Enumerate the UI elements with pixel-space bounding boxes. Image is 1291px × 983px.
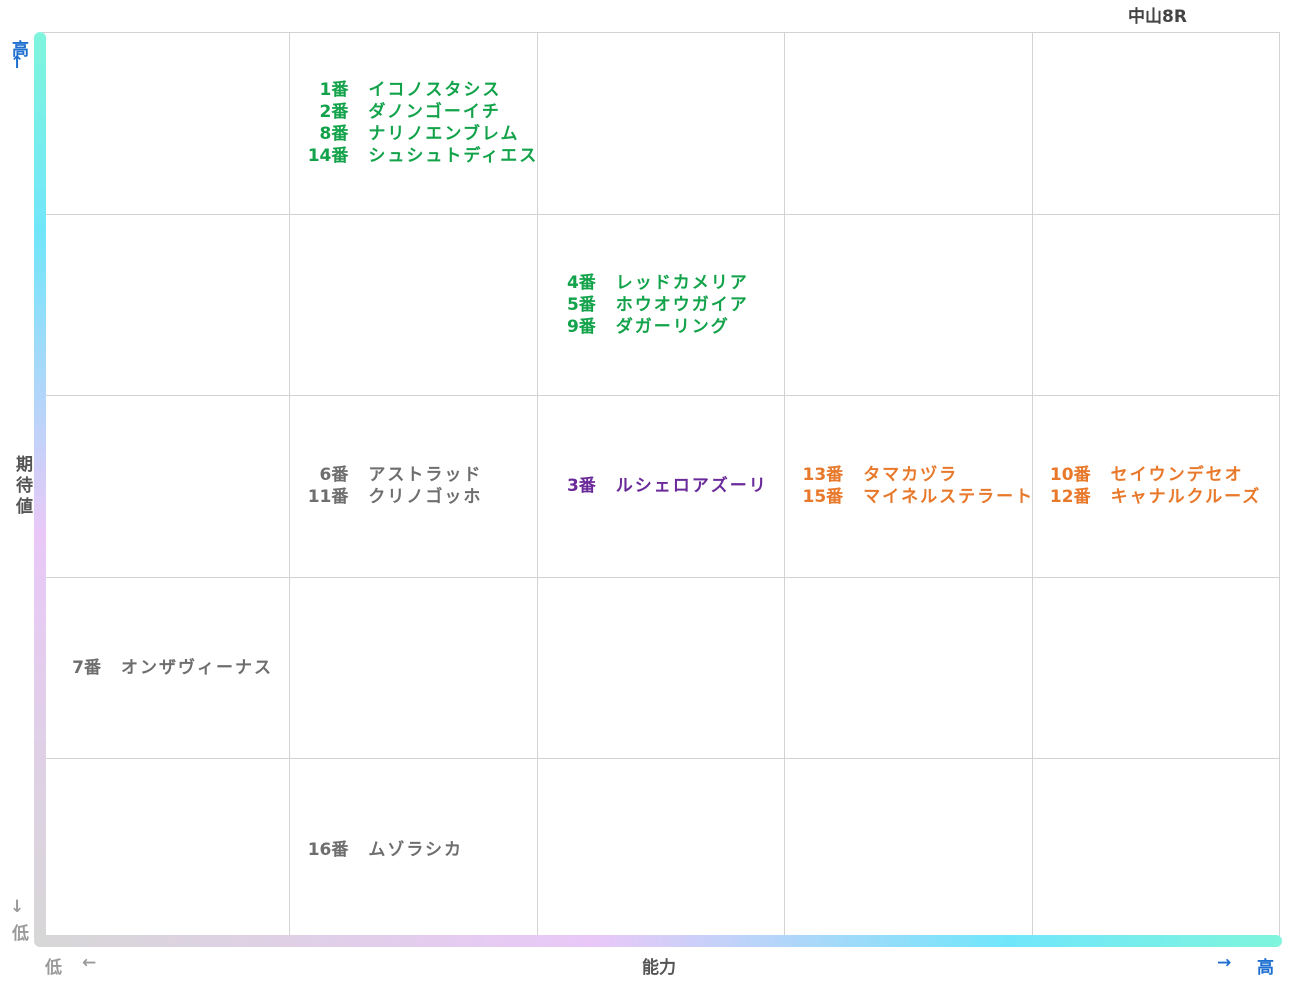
horse-name: ダガーリング: [615, 316, 730, 337]
race-title: 中山8R: [1128, 7, 1187, 27]
horse-number: 12番: [1049, 487, 1091, 508]
horse-number: 8番: [319, 124, 349, 145]
horse-entry: 1番 イコノスタシス: [302, 79, 536, 101]
horse-number: 3番: [566, 476, 596, 497]
x-axis-bar: [34, 935, 1282, 947]
horse-number: 6番: [319, 465, 349, 486]
grid-cell: 4番 レッドカメリア 5番 ホウオウガイア 9番 ダガーリング: [536, 214, 785, 397]
y-axis-high-label: 高: [12, 40, 29, 60]
horse-entry: 3番 ルシェロアズーリ: [550, 475, 784, 497]
horse-entry: 15番 マイネルステラート: [797, 486, 1032, 508]
horse-number: 5番: [566, 294, 596, 315]
x-axis-title: 能力: [642, 958, 676, 978]
grid-cell: [42, 33, 290, 215]
horse-name: マイネルステラート: [863, 487, 1032, 508]
horse-entry: 13番 タマカヅラ: [797, 464, 1031, 486]
horse-number: 14番: [307, 146, 349, 167]
horse-entry: 11番 クリノゴッホ: [302, 486, 536, 508]
grid-cell: [42, 759, 290, 941]
grid-cell: 13番 タマカヅラ 15番 マイネルステラート: [784, 396, 1032, 578]
horse-entry: 2番 ダノンゴーイチ: [302, 101, 536, 123]
horse-name: イコノスタシス: [368, 80, 502, 101]
horse-name: ホウオウガイア: [615, 294, 749, 315]
horse-name: シュシュトディエス: [368, 146, 537, 167]
horse-name: ダノンゴーイチ: [368, 102, 501, 123]
grid-cell: [42, 396, 290, 578]
horse-entry: 8番 ナリノエンブレム: [302, 123, 536, 145]
horse-entry: 14番 シュシュトディエス: [302, 145, 536, 167]
grid-cell: [536, 577, 785, 760]
grid-cell: [784, 214, 1032, 397]
horse-name: オンザヴィーナス: [121, 658, 273, 679]
x-axis-right-arrow-icon: →: [1217, 953, 1232, 973]
horse-number: 15番: [802, 487, 844, 508]
grid-cell: [1031, 577, 1279, 760]
grid-cell: [289, 577, 537, 760]
y-axis-up-arrow-icon: ↑: [10, 53, 25, 73]
y-axis-down-arrow-icon: ↓: [10, 897, 25, 917]
grid-cell: [784, 33, 1032, 215]
horse-name: タマカヅラ: [863, 465, 959, 486]
y-axis-low-label: 低: [12, 924, 29, 944]
horse-number: 4番: [566, 272, 596, 293]
horse-number: 1番: [319, 80, 349, 101]
grid-cell: [1031, 759, 1279, 941]
grid-cell: 3番 ルシェロアズーリ: [536, 396, 785, 578]
horse-entry: 7番 オンザヴィーナス: [55, 657, 289, 679]
grid-cell: 16番 ムゾラシカ: [289, 759, 537, 941]
x-axis-high-label: 高: [1257, 958, 1274, 978]
grid-cell: [784, 577, 1032, 760]
horse-number: 7番: [72, 658, 101, 679]
horse-entry: 5番 ホウオウガイア: [550, 294, 784, 316]
grid-cell: 6番 アストラッド 11番 クリノゴッホ: [289, 396, 537, 578]
horse-entry: 6番 アストラッド: [302, 464, 536, 486]
evaluation-grid: 1番 イコノスタシス 2番 ダノンゴーイチ 8番 ナリノエンブレム 14番 シュシュトディエス…: [42, 32, 1280, 941]
horse-number: 10番: [1049, 465, 1091, 486]
horse-number: 2番: [319, 102, 349, 123]
horse-number: 16番: [307, 839, 349, 860]
x-axis-low-label: 低: [45, 958, 62, 978]
horse-number: 11番: [307, 487, 349, 508]
grid-cell: [1031, 214, 1279, 397]
grid-cell: 1番 イコノスタシス 2番 ダノンゴーイチ 8番 ナリノエンブレム 14番 シュシュトディエス: [289, 33, 537, 215]
horse-name: レッドカメリア: [615, 272, 749, 293]
horse-name: ムゾラシカ: [368, 839, 464, 860]
horse-name: セイウンデセオ: [1110, 465, 1244, 486]
grid-cell: [289, 214, 537, 397]
y-axis-bar: [34, 32, 46, 943]
horse-name: キャナルクルーズ: [1110, 487, 1262, 508]
grid-cell: 7番 オンザヴィーナス: [42, 577, 290, 760]
horse-entry: 16番 ムゾラシカ: [302, 839, 536, 861]
horse-entry: 10番 セイウンデセオ: [1045, 464, 1279, 486]
grid-cell: [536, 759, 785, 941]
horse-name: クリノゴッホ: [368, 487, 483, 508]
horse-number: 9番: [566, 316, 596, 337]
grid-cell: [1031, 33, 1279, 215]
grid-cell: [784, 759, 1032, 941]
horse-entry: 4番 レッドカメリア: [550, 272, 784, 294]
horse-name: ナリノエンブレム: [368, 124, 520, 145]
grid-cell: [42, 214, 290, 397]
grid-cell: 10番 セイウンデセオ 12番 キャナルクルーズ: [1031, 396, 1279, 578]
y-axis-title: 期待値: [12, 455, 32, 518]
x-axis-left-arrow-icon: ←: [82, 953, 97, 973]
grid-cell: [536, 33, 785, 215]
horse-entry: 12番 キャナルクルーズ: [1045, 486, 1279, 508]
horse-entry: 9番 ダガーリング: [550, 316, 784, 338]
horse-number: 13番: [802, 465, 844, 486]
horse-name: ルシェロアズーリ: [615, 476, 768, 497]
horse-name: アストラッド: [368, 465, 483, 486]
